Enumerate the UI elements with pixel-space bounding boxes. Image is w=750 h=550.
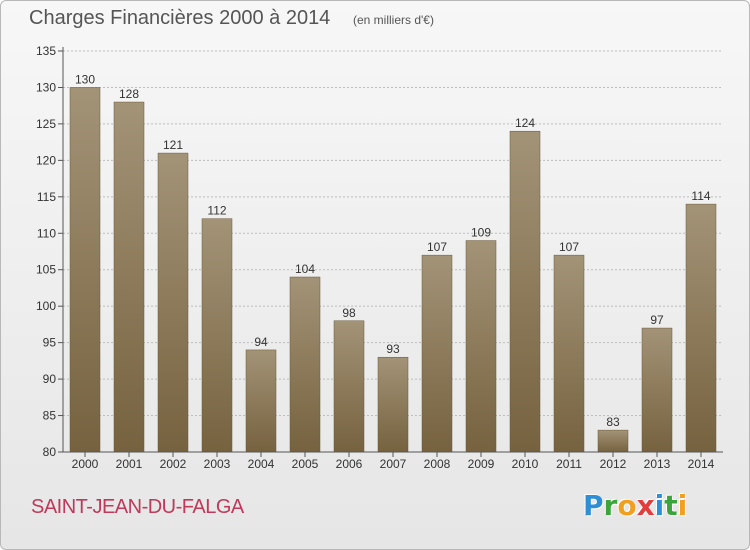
x-tick-label: 2006	[336, 457, 363, 471]
y-tick-label: 100	[36, 299, 56, 313]
y-tick-label: 90	[43, 372, 57, 386]
logo-letter: o	[617, 489, 637, 522]
data-label: 109	[471, 226, 491, 240]
data-label: 83	[606, 415, 620, 429]
x-tick-label: 2010	[512, 457, 539, 471]
logo-letter: r	[603, 489, 618, 522]
bar	[597, 429, 629, 453]
commune-name: SAINT-JEAN-DU-FALGA	[31, 496, 244, 518]
bar	[333, 320, 365, 453]
x-tick-label: 2009	[468, 457, 495, 471]
data-label: 107	[427, 240, 447, 254]
x-tick-label: 2000	[72, 457, 99, 471]
y-tick-label: 115	[37, 190, 56, 204]
bar	[201, 218, 233, 453]
x-tick-label: 2011	[556, 457, 582, 471]
bar	[465, 240, 497, 453]
x-tick-label: 2012	[600, 457, 627, 471]
x-tick-label: 2013	[644, 457, 671, 471]
x-tick-label: 2007	[380, 457, 407, 471]
bar	[641, 327, 673, 453]
chart-subtitle: (en milliers d'€)	[353, 13, 434, 27]
y-tick-label: 80	[43, 445, 57, 459]
data-label: 97	[650, 313, 664, 327]
axes	[58, 47, 723, 457]
bar	[685, 203, 717, 453]
y-tick-label: 85	[43, 409, 57, 423]
logo-letter: i	[654, 489, 665, 522]
logo-letter: x	[636, 489, 655, 522]
data-label: 107	[559, 240, 579, 254]
data-label: 124	[515, 116, 535, 130]
data-label: 94	[254, 335, 268, 349]
logo-letter: t	[664, 489, 678, 522]
x-tick-label: 2002	[160, 457, 187, 471]
data-label: 112	[207, 204, 226, 218]
x-tick-label: 2004	[248, 457, 275, 471]
data-label: 130	[75, 72, 95, 86]
y-tick-label: 135	[36, 44, 56, 58]
y-tick-label: 130	[36, 80, 56, 94]
bar	[421, 254, 453, 453]
x-tick-label: 2008	[424, 457, 451, 471]
logo-letter: i	[677, 489, 688, 522]
y-tick-label: 120	[36, 153, 56, 167]
bar	[509, 130, 541, 453]
bar	[69, 87, 101, 453]
x-tick-label: 2003	[204, 457, 231, 471]
y-tick-label: 95	[43, 336, 57, 350]
data-label: 128	[119, 87, 139, 101]
data-label: 93	[386, 342, 400, 356]
y-tick-label: 105	[36, 263, 56, 277]
logo-letter: P	[583, 489, 604, 522]
data-label: 121	[163, 138, 183, 152]
bars	[69, 87, 717, 453]
x-tick-label: 2001	[116, 457, 143, 471]
x-tick-label: 2014	[688, 457, 715, 471]
data-label: 114	[691, 189, 710, 203]
bar	[289, 276, 321, 453]
data-label: 98	[342, 306, 356, 320]
x-tick-label: 2005	[292, 457, 319, 471]
bar	[245, 349, 277, 453]
bar	[113, 101, 145, 453]
data-label: 104	[295, 262, 315, 276]
labels: 80 85 90 95 100 105 110 115 120 125 130 135 130 2000 1…	[36, 44, 715, 471]
chart-title: Charges Financières 2000 à 2014	[29, 7, 331, 29]
bar	[553, 254, 585, 453]
bar	[157, 152, 189, 453]
y-tick-label: 110	[37, 226, 56, 240]
bar	[377, 356, 409, 453]
proxiti-logo: Proxiti	[583, 489, 687, 522]
y-tick-label: 125	[36, 117, 56, 131]
